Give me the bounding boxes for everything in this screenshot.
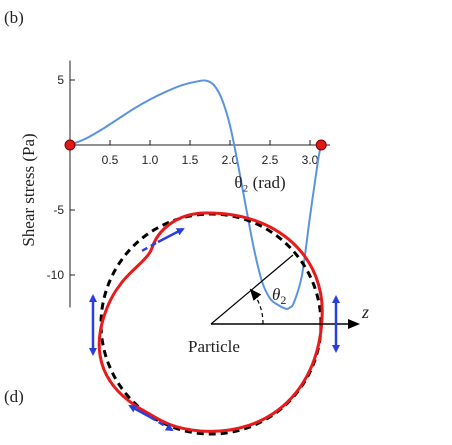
arrow-top-right xyxy=(157,227,185,244)
x-tick-label: 1.0 xyxy=(142,153,159,167)
shear-stress-curve xyxy=(69,79,323,310)
y-tick-label: 5 xyxy=(57,73,64,87)
x-axis-label: θ₂ (rad) xyxy=(234,173,285,192)
traction-arrows xyxy=(89,227,340,432)
arrow-top-left xyxy=(139,241,157,254)
theta-label: θ2 xyxy=(272,285,286,307)
endpoint-marker xyxy=(315,139,327,151)
theta-arc xyxy=(249,288,264,325)
endpoint-marker xyxy=(64,139,76,151)
panel-label-b: (b) xyxy=(4,8,24,27)
z-axis-label: z xyxy=(361,302,369,322)
panel-label-d: (d) xyxy=(4,387,24,406)
x-tick-label: 0.5 xyxy=(102,153,119,167)
radial-line xyxy=(210,254,294,325)
arrow-bottom-upper xyxy=(128,404,151,419)
shear-stress-chart: 0.5 1.0 1.5 2.0 2.5 3.0 5 -5 -10 θ₂ (rad) Shear … xyxy=(19,60,330,310)
x-tick-label: 2.5 xyxy=(262,153,279,167)
arrow-bottom-lower xyxy=(149,415,174,432)
x-tick-label: 2.0 xyxy=(222,153,239,167)
deformed-surface xyxy=(97,211,324,433)
particle-label: Particle xyxy=(188,337,240,356)
y-tick-label: -10 xyxy=(47,268,65,282)
x-tick-label: 1.5 xyxy=(182,153,199,167)
particle-diagram: z θ2 Particle xyxy=(89,211,369,436)
x-tick-label: 3.0 xyxy=(302,153,319,167)
y-axis-label: Shear stress (Pa) xyxy=(19,133,38,246)
y-tick-label: -5 xyxy=(53,203,64,217)
